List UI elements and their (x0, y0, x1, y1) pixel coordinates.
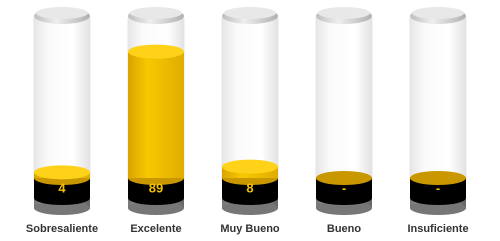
cap-top (36, 7, 88, 19)
cap-top (318, 7, 370, 19)
category-label: Muy Bueno (220, 223, 280, 235)
category-label: Sobresaliente (26, 223, 98, 235)
liquid-top (222, 160, 278, 174)
chart: 4 Sobresaliente 89 Excelente 8 Muy Bueno - Buen… (0, 0, 500, 241)
liquid (128, 52, 184, 178)
value-label: - (436, 180, 440, 195)
value-label: 8 (246, 180, 253, 195)
cap-top (224, 7, 276, 19)
category-label: Bueno (327, 223, 362, 235)
value-label: 89 (149, 180, 163, 195)
glass-body (316, 18, 372, 182)
glass-body (222, 18, 278, 182)
category-label: Excelente (130, 223, 181, 235)
value-label: - (342, 180, 346, 195)
cap-top (130, 7, 182, 19)
liquid-top (34, 165, 90, 179)
value-label: 4 (58, 180, 66, 195)
cap-top (412, 7, 464, 19)
glass-body (34, 18, 90, 182)
category-label: Insuficiente (407, 223, 468, 235)
liquid-top (128, 45, 184, 59)
glass-body (410, 18, 466, 182)
